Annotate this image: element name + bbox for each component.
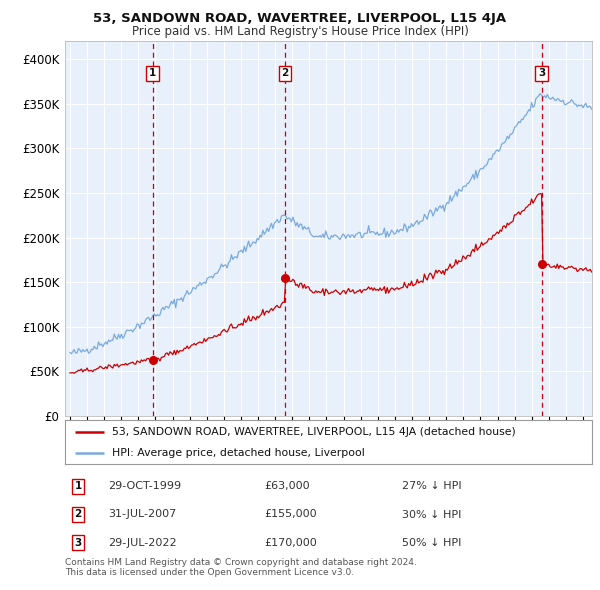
Text: Contains HM Land Registry data © Crown copyright and database right 2024.
This d: Contains HM Land Registry data © Crown c… <box>65 558 416 577</box>
Text: £170,000: £170,000 <box>264 538 317 548</box>
Text: 50% ↓ HPI: 50% ↓ HPI <box>402 538 461 548</box>
Text: 1: 1 <box>149 68 156 78</box>
Text: 2: 2 <box>74 510 82 519</box>
Text: 31-JUL-2007: 31-JUL-2007 <box>108 510 176 519</box>
Text: 29-JUL-2022: 29-JUL-2022 <box>108 538 176 548</box>
Text: 3: 3 <box>538 68 545 78</box>
Text: 2: 2 <box>281 68 289 78</box>
Text: 1: 1 <box>74 481 82 491</box>
Text: HPI: Average price, detached house, Liverpool: HPI: Average price, detached house, Live… <box>112 448 365 458</box>
Text: 53, SANDOWN ROAD, WAVERTREE, LIVERPOOL, L15 4JA (detached house): 53, SANDOWN ROAD, WAVERTREE, LIVERPOOL, … <box>112 428 516 437</box>
Text: 29-OCT-1999: 29-OCT-1999 <box>108 481 181 491</box>
Text: 27% ↓ HPI: 27% ↓ HPI <box>402 481 461 491</box>
Text: 3: 3 <box>74 538 82 548</box>
Text: 53, SANDOWN ROAD, WAVERTREE, LIVERPOOL, L15 4JA: 53, SANDOWN ROAD, WAVERTREE, LIVERPOOL, … <box>94 12 506 25</box>
Text: 30% ↓ HPI: 30% ↓ HPI <box>402 510 461 519</box>
Text: £155,000: £155,000 <box>264 510 317 519</box>
Text: £63,000: £63,000 <box>264 481 310 491</box>
Text: Price paid vs. HM Land Registry's House Price Index (HPI): Price paid vs. HM Land Registry's House … <box>131 25 469 38</box>
